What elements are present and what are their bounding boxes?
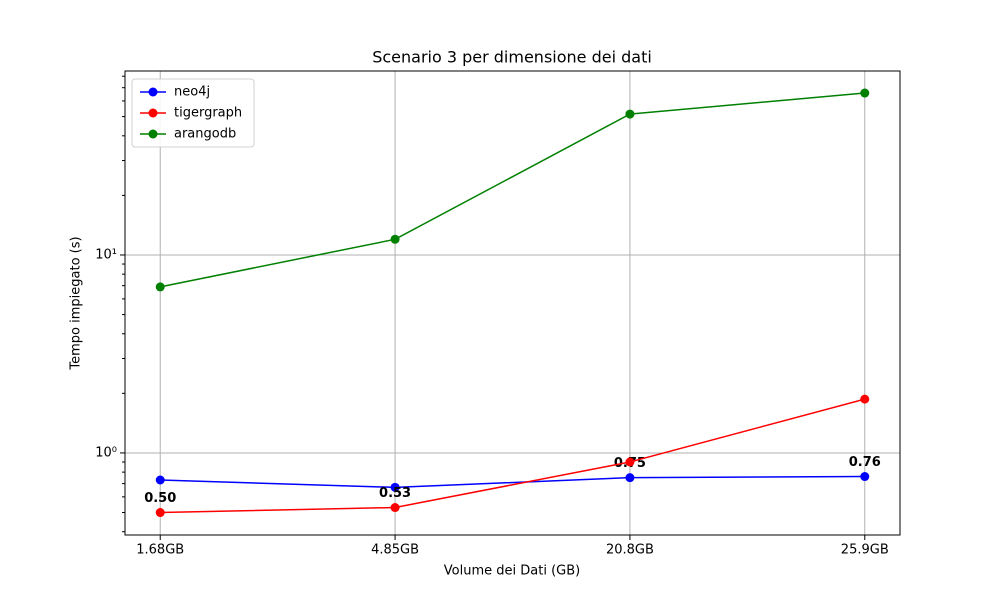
point [860,88,870,98]
value-label: 0.76 [849,455,881,470]
y-tick-label: 10⁰ [95,445,117,460]
chart-title: Scenario 3 per dimensione dei dati [372,48,652,67]
series-line [160,475,865,489]
point [625,473,635,483]
x-tick-label: 1.68GB [136,543,184,558]
point [390,482,400,492]
point [860,394,870,404]
point [625,109,635,119]
x-axis-label: Volume dei Dati (GB) [444,564,580,579]
x-tick-label: 20.8GB [606,543,654,558]
plot-frame [124,70,901,536]
point [155,282,165,292]
legend-frame [131,78,255,148]
legend-label: arangodb [174,127,236,142]
value-label: 0.50 [144,491,176,506]
series-line [160,92,865,288]
x-tick-label: 4.85GB [371,543,419,558]
point [625,457,635,467]
value-label: 0.53 [379,486,411,501]
point [155,508,165,518]
y-tick-label: 10¹ [95,247,117,262]
x-tick-label: 25.9GB [841,543,889,558]
legend-marker [148,129,158,139]
point [860,472,870,482]
series-line [160,398,865,514]
point [390,503,400,513]
point [390,234,400,244]
legend-marker [148,87,158,97]
legend: neo4j tigergraph arangodb [131,78,255,148]
legend-label: neo4j [174,85,210,100]
legend-label: tigergraph [174,106,242,121]
legend-marker [148,108,158,118]
point [155,475,165,485]
y-axis-label: Tempo impiegato (s) [69,236,84,370]
